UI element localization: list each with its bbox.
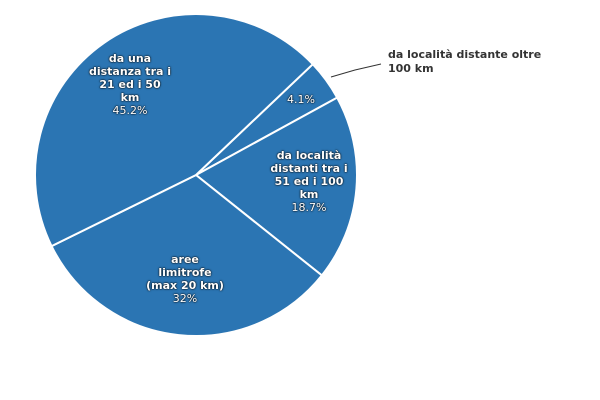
pie-slice-2[interactable]: [50, 174, 323, 337]
slice-name: da località: [276, 149, 342, 162]
slice-percent: 45.2%: [112, 104, 148, 117]
slice-percent: 4.1%: [287, 93, 315, 106]
slice-name: da una: [108, 52, 152, 65]
slice-name: 100 km: [388, 62, 434, 75]
slice-label-s3: da una distanza tra i 21 ed i 50 km 45.2…: [82, 52, 178, 117]
slice-label-s2: aree limitrofe (max 20 km) 32%: [135, 253, 235, 305]
slice-label-s1: da località distanti tra i 51 ed i 100 k…: [262, 149, 356, 214]
slice-name: (max 20 km): [146, 279, 224, 292]
slice-percent: 18.7%: [291, 201, 327, 214]
slice-name: km: [299, 188, 319, 201]
slice-outside-label-s0: da località distante oltre 100 km: [388, 48, 541, 76]
slice-name: da località distante oltre: [388, 48, 542, 61]
pie-slice-3[interactable]: [34, 13, 314, 248]
connector-line: [330, 63, 382, 78]
slice-name: aree: [171, 253, 199, 266]
pie-slices: [34, 13, 358, 337]
slice-name: 51 ed i 100: [274, 175, 344, 188]
slice-name: limitrofe: [158, 266, 212, 279]
slice-percent: 32%: [172, 292, 198, 305]
pie-slice-1[interactable]: [195, 96, 358, 277]
slice-name: distanza tra i: [88, 65, 172, 78]
slice-name: km: [120, 91, 140, 104]
slice-name: distanti tra i: [270, 162, 348, 175]
slice-label-s0: 4.1%: [280, 93, 322, 106]
slice-name: 21 ed i 50: [99, 78, 161, 91]
